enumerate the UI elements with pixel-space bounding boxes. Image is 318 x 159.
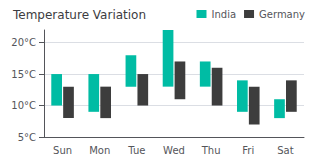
svg-text:Sun: Sun	[53, 145, 72, 156]
svg-text:10°C: 10°C	[11, 100, 36, 111]
svg-text:15°C: 15°C	[11, 69, 36, 80]
svg-text:20°C: 20°C	[11, 37, 36, 48]
svg-text:Tue: Tue	[127, 145, 145, 156]
svg-text:Mon: Mon	[89, 145, 110, 156]
svg-text:Germany: Germany	[259, 9, 305, 20]
svg-text:Sat: Sat	[277, 145, 293, 156]
svg-text:5°C: 5°C	[18, 132, 36, 143]
svg-text:India: India	[211, 9, 236, 20]
svg-text:Temperature Variation: Temperature Variation	[12, 8, 146, 22]
svg-text:Thu: Thu	[201, 145, 221, 156]
svg-text:Wed: Wed	[163, 145, 185, 156]
svg-text:Fri: Fri	[242, 145, 254, 156]
